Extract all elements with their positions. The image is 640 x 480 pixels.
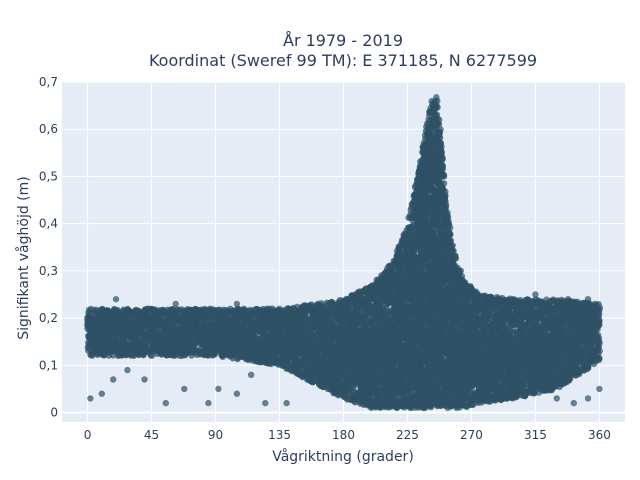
scatter-point — [148, 352, 156, 359]
chart-title-line-2: Koordinat (Sweref 99 TM): E 371185, N 62… — [149, 51, 537, 70]
data-points — [84, 94, 603, 411]
chart-title-line-1: År 1979 - 2019 — [283, 31, 403, 50]
